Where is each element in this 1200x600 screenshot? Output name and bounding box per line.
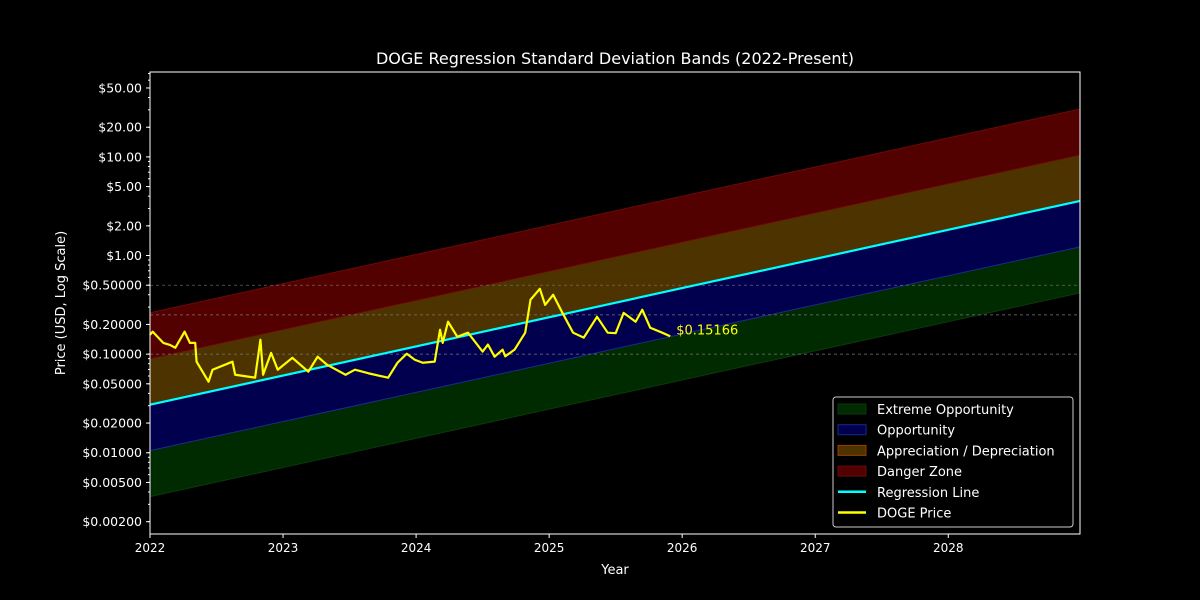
x-tick-label: 2028	[933, 541, 964, 555]
y-tick-label: $0.01000	[82, 445, 142, 460]
y-tick-label: $10.00	[98, 149, 142, 164]
last-price-annotation: $0.15166	[676, 323, 738, 338]
x-tick-label: 2022	[135, 541, 166, 555]
y-axis-label: Price (USD, Log Scale)	[54, 231, 69, 375]
y-tick-label: $0.00200	[82, 514, 142, 529]
plot-area: 2022 2023 2024 2025 2026 2027 2028 $0.00200 $0.0…	[82, 71, 1081, 555]
y-tick-label: $50.00	[98, 80, 142, 95]
x-tick-label: 2023	[268, 541, 299, 555]
x-tick-label: 2026	[667, 541, 698, 555]
doge-price-line	[149, 287, 671, 383]
y-tick-label: $2.00	[106, 218, 142, 233]
legend-swatch	[837, 465, 867, 477]
y-tick-label: $0.10000	[82, 347, 142, 362]
y-tick-label: $0.05000	[82, 376, 142, 391]
y-tick-label: $1.00	[106, 248, 142, 263]
y-tick-label: $0.02000	[82, 416, 142, 431]
legend-label: Extreme Opportunity	[877, 403, 1014, 418]
axes-frame	[149, 71, 1081, 535]
legend-label: Opportunity	[877, 424, 955, 439]
legend-box	[832, 396, 1074, 528]
legend-swatch	[837, 424, 867, 436]
y-tick-label: $0.20000	[82, 317, 142, 332]
chart-title: DOGE Regression Standard Deviation Bands…	[376, 49, 854, 68]
y-tick-label: $20.00	[98, 120, 142, 135]
y-tick-label: $0.50000	[82, 278, 142, 293]
x-tick-label: 2024	[401, 541, 432, 555]
legend-swatch	[837, 444, 867, 456]
x-axis-label: Year	[600, 563, 629, 578]
legend-swatch	[837, 403, 867, 415]
x-tick-label: 2027	[800, 541, 831, 555]
legend-label: Appreciation / Depreciation	[877, 444, 1055, 459]
y-tick-label: $5.00	[106, 179, 142, 194]
x-tick-label: 2025	[534, 541, 565, 555]
legend-label: Danger Zone	[877, 465, 962, 480]
y-tick-label: $0.00500	[82, 475, 142, 490]
legend-label: Regression Line	[877, 486, 979, 501]
regression-line	[149, 199, 1081, 406]
legend-label: DOGE Price	[877, 507, 951, 522]
legend: Extreme Opportunity Opportunity Appreciati…	[832, 396, 1074, 528]
